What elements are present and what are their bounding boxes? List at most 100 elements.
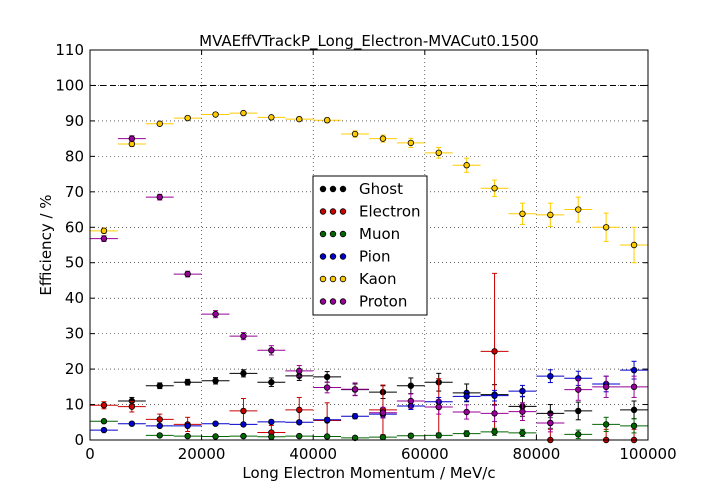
- y-tick-label: 70: [65, 183, 84, 201]
- data-point: [184, 379, 191, 386]
- data-point: [547, 419, 554, 427]
- data-point: [407, 139, 415, 147]
- legend-box: [312, 175, 428, 316]
- legend-label: Electron: [359, 203, 421, 221]
- y-tick-label: 50: [65, 254, 84, 272]
- x-tick-label: 0: [85, 445, 95, 463]
- legend-label: Pion: [359, 248, 391, 266]
- x-axis-label: Long Electron Momentum / MeV/c: [242, 464, 495, 482]
- data-point: [630, 422, 638, 430]
- data-point: [630, 406, 638, 414]
- legend-marker: [329, 275, 337, 283]
- y-tick-label: 0: [74, 431, 84, 449]
- data-point: [602, 421, 610, 428]
- data-point: [268, 347, 275, 354]
- data-point: [128, 403, 136, 410]
- data-point: [156, 193, 163, 201]
- data-point: [240, 332, 247, 340]
- legend-marker: [319, 275, 327, 283]
- data-point: [296, 432, 303, 440]
- data-point: [100, 426, 108, 434]
- legend-marker: [319, 208, 327, 215]
- legend-marker: [319, 298, 327, 305]
- data-point: [212, 310, 219, 318]
- data-point: [240, 432, 247, 440]
- x-tick-label: 20000: [178, 445, 226, 463]
- legend-marker: [339, 253, 347, 260]
- data-point: [435, 149, 442, 157]
- data-point: [491, 410, 498, 417]
- ticks: 0 20000 40000 60000 80000 100000 0 10 20 30 40 50 60…: [55, 41, 676, 463]
- data-point: [128, 135, 136, 142]
- series-kaon: [90, 109, 648, 264]
- data-point: [156, 432, 163, 439]
- series-proton: [90, 135, 648, 433]
- data-point: [407, 397, 415, 405]
- data-point: [184, 422, 191, 430]
- data-point: [100, 235, 108, 242]
- legend-marker: [339, 298, 347, 305]
- data-point: [463, 162, 470, 169]
- data-point: [268, 433, 275, 441]
- data-point: [407, 432, 415, 439]
- data-point: [463, 393, 470, 400]
- legend-marker: [339, 185, 347, 193]
- legend: Ghost Electron Muon Pion Kaon Proton: [312, 175, 428, 316]
- data-point: [296, 367, 303, 375]
- legend-entry-muon: Muon: [319, 225, 400, 243]
- data-point: [463, 408, 470, 416]
- y-tick-label: 30: [65, 325, 84, 343]
- legend-entry-pion: Pion: [319, 248, 391, 266]
- data-point: [184, 432, 191, 440]
- series-pion: [90, 360, 648, 434]
- data-point: [575, 206, 582, 213]
- data-point: [491, 392, 498, 399]
- legend-marker: [329, 230, 337, 238]
- data-point: [435, 432, 442, 439]
- data-point: [212, 377, 219, 384]
- data-point: [630, 383, 638, 391]
- legend-label: Ghost: [359, 180, 403, 198]
- data-point: [519, 387, 526, 395]
- data-point: [268, 379, 275, 386]
- legend-marker: [319, 230, 327, 238]
- data-point: [491, 185, 498, 192]
- data-point: [240, 421, 247, 428]
- series-muon: [90, 416, 648, 442]
- y-tick-label: 80: [65, 147, 84, 165]
- legend-marker: [339, 275, 347, 283]
- data-point: [212, 111, 219, 118]
- y-tick-label: 90: [65, 112, 84, 130]
- data-point: [128, 420, 136, 427]
- data-point: [351, 386, 359, 393]
- data-point: [268, 418, 275, 426]
- data-point: [240, 407, 247, 415]
- data-point: [240, 109, 247, 117]
- x-tick-label: 40000: [289, 445, 337, 463]
- grid: [90, 50, 648, 440]
- legend-entry-electron: Electron: [319, 203, 421, 221]
- data-point: [323, 384, 331, 391]
- data-point: [100, 402, 108, 409]
- legend-marker: [339, 208, 347, 215]
- data-point: [156, 416, 163, 423]
- legend-marker: [329, 253, 337, 260]
- legend-marker: [329, 185, 337, 193]
- data-point: [575, 386, 582, 393]
- data-point: [519, 210, 526, 217]
- data-point: [268, 114, 275, 121]
- data-point: [491, 428, 498, 436]
- data-point: [156, 422, 163, 430]
- data-point: [547, 372, 554, 380]
- legend-marker: [339, 230, 347, 238]
- y-tick-label: 100: [55, 76, 84, 94]
- legend-entry-proton: Proton: [319, 293, 407, 311]
- x-tick-label: 80000: [513, 445, 561, 463]
- data-point: [630, 366, 638, 374]
- data-point: [351, 130, 359, 138]
- legend-label: Proton: [359, 293, 407, 311]
- data-point: [547, 211, 554, 219]
- data-point: [407, 382, 415, 389]
- y-axis-label: Efficiency / %: [37, 194, 55, 295]
- data-point: [323, 116, 331, 124]
